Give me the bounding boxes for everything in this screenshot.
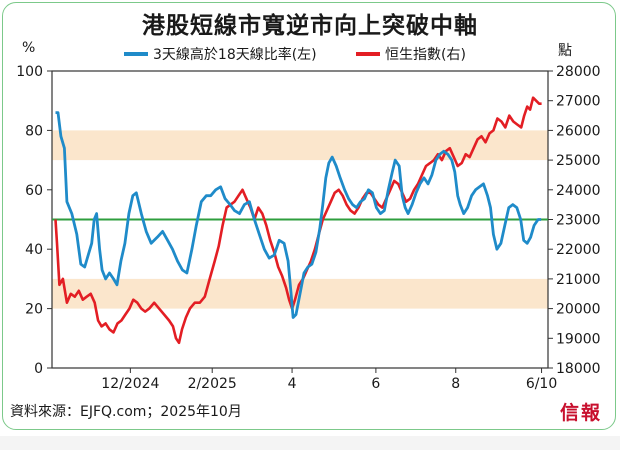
right-tick-label: 20000 [556, 302, 601, 318]
right-tick-label: 22000 [556, 242, 601, 258]
right-tick-label: 28000 [556, 64, 601, 80]
legend-swatch-breadth [124, 52, 148, 56]
left-tick-label: 80 [25, 123, 43, 139]
left-tick-label: 40 [25, 242, 43, 258]
legend-swatch-hsi [356, 52, 380, 56]
right-tick-label: 21000 [556, 272, 601, 288]
right-tick-label: 26000 [556, 123, 601, 139]
left-axis-unit: % [22, 40, 36, 56]
legend-label-breadth: 3天線高於18天線比率(左) [153, 47, 317, 63]
right-tick-label: 19000 [556, 331, 601, 347]
x-tick-label: 4 [288, 376, 297, 392]
x-tick-label: 8 [451, 376, 460, 392]
chart-frame [2, 2, 616, 430]
left-tick-label: 20 [25, 302, 43, 318]
right-tick-label: 18000 [556, 361, 601, 377]
right-tick-label: 25000 [556, 153, 601, 169]
chart-title: 港股短線市寬逆市向上突破中軸 [142, 13, 478, 39]
x-tick-label: 6/10 [526, 376, 557, 392]
bottom-strip [0, 436, 620, 450]
publisher-logo: 信報 [559, 402, 602, 424]
right-tick-label: 27000 [556, 94, 601, 110]
left-tick-label: 0 [34, 361, 43, 377]
legend-label-hsi: 恒生指數(右) [385, 47, 466, 63]
left-tick-label: 100 [16, 64, 43, 80]
right-tick-label: 23000 [556, 213, 601, 229]
x-tick-label: 2/2025 [188, 376, 237, 392]
legend-item-hsi: 恒生指數(右) [356, 44, 466, 64]
left-tick-label: 60 [25, 183, 43, 199]
x-tick-label: 12/2024 [101, 376, 159, 392]
legend-item-breadth: 3天線高於18天線比率(左) [124, 44, 317, 64]
source-note: 資料來源：EJFQ.com；2025年10月 [10, 404, 242, 420]
x-tick-label: 6 [371, 376, 380, 392]
right-tick-label: 24000 [556, 183, 601, 199]
right-axis-unit: 點 [558, 43, 572, 59]
series-line-breadth [55, 111, 542, 319]
